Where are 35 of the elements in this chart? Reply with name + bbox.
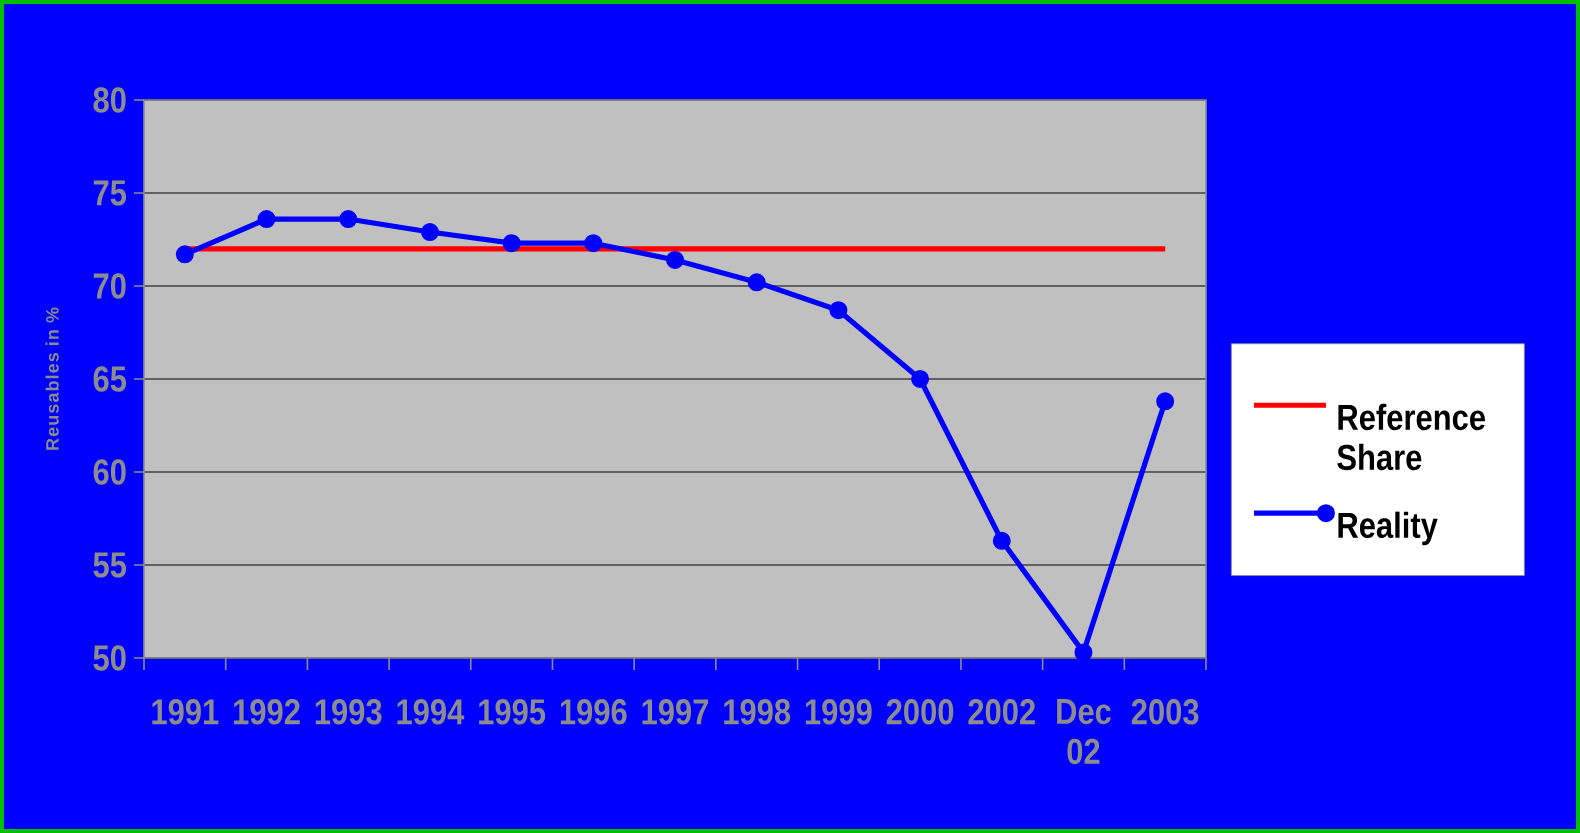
x-tick-label: 1992: [234, 699, 300, 725]
point: [829, 301, 848, 320]
y-tick-label: 65: [93, 366, 127, 392]
x-tick-label: 1997: [642, 699, 709, 725]
x-tick-label: 1998: [724, 699, 791, 725]
point: [257, 210, 276, 229]
y-tick-label: 60: [93, 459, 126, 485]
y-tick-label: 70: [93, 273, 126, 299]
x-tick-label: 2003: [1131, 699, 1199, 725]
point: [420, 223, 439, 242]
point: [747, 273, 766, 292]
x-tick-label: 2000: [886, 699, 954, 725]
legend-label: Reality: [1338, 511, 1438, 546]
point: [339, 210, 358, 229]
x-tick-label: 1994: [397, 699, 465, 725]
y-tick-label: 50: [93, 645, 126, 671]
x-tick-label: 2002: [968, 699, 1035, 725]
y-tick-label: 75: [93, 180, 127, 206]
y-tick-label: 80: [93, 87, 126, 113]
x-tick-label: 1999: [805, 699, 872, 725]
x-tick-label: 1991: [152, 699, 219, 725]
point: [911, 369, 930, 388]
x-tick-label: Dec 02: [1057, 699, 1111, 765]
x-tick-label: 1995: [479, 699, 546, 725]
point: [992, 531, 1011, 550]
y-axis-title: Reusables in %: [45, 307, 59, 450]
point: [666, 250, 684, 269]
y-tick-label: 55: [93, 552, 127, 578]
point: [175, 245, 194, 264]
point: [584, 234, 603, 253]
x-tick-label: 1996: [560, 699, 627, 725]
point: [502, 234, 521, 253]
x-tick-label: 1993: [315, 699, 382, 725]
legend-label: Reference Share: [1337, 403, 1485, 471]
point: [1156, 392, 1175, 411]
